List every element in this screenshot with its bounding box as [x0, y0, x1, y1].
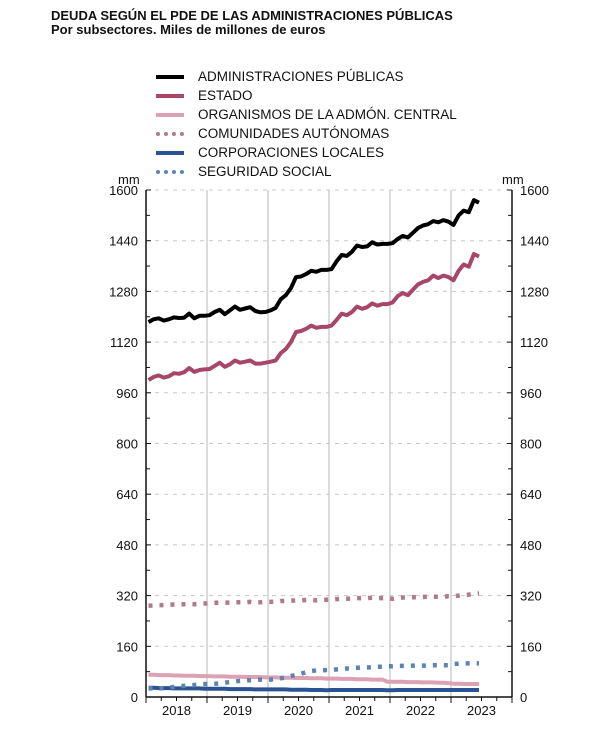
y-tick-label-left: 480: [116, 538, 138, 553]
x-tick-label-2023: 2023: [467, 703, 496, 718]
y-tick-label-left: 320: [116, 589, 138, 604]
legend-swatch: [156, 112, 184, 117]
y-tick-label-right: 1120: [520, 335, 548, 350]
x-tick-label-2021: 2021: [345, 703, 374, 718]
legend-label: ADMINISTRACIONES PÚBLICAS: [198, 69, 404, 84]
legend-label: ORGANISMOS DE LA ADMÓN. CENTRAL: [198, 107, 457, 122]
y-tick-label-right: 160: [520, 639, 542, 654]
x-tick-label-2020: 2020: [284, 703, 313, 718]
y-tick-label-right: 1280: [520, 284, 549, 299]
chart-subtitle: Por subsectores. Miles de millones de eu…: [51, 22, 326, 37]
y-tick-label-left: 1600: [109, 183, 138, 198]
y-tick-label-right: 0: [520, 690, 527, 705]
x-tick-label-2018: 2018: [162, 703, 191, 718]
y-tick-label-left: 640: [116, 487, 138, 502]
legend: ADMINISTRACIONES PÚBLICAS ESTADO ORGANISMO…: [156, 67, 457, 181]
legend-item: ORGANISMOS DE LA ADMÓN. CENTRAL: [156, 105, 457, 124]
legend-item: SEGURIDAD SOCIAL: [156, 162, 457, 181]
legend-item: ADMINISTRACIONES PÚBLICAS: [156, 67, 457, 86]
chart-title: DEUDA SEGÚN EL PDE DE LAS ADMINISTRACION…: [51, 8, 453, 23]
y-unit-right: mm: [502, 172, 524, 187]
y-tick-label-left: 960: [116, 386, 138, 401]
y-tick-label-right: 960: [520, 386, 542, 401]
series-line-seguridad-social: [148, 661, 479, 691]
y-tick-label-right: 800: [520, 437, 542, 452]
legend-swatch: [156, 150, 184, 155]
legend-swatch: [156, 93, 184, 98]
legend-label: ESTADO: [198, 88, 253, 103]
legend-swatch: [156, 169, 184, 174]
series-line-organismos-de-la-adm-n-central: [148, 672, 479, 686]
series-line-comunidades-aut-nomas: [148, 591, 480, 608]
y-tick-label-right: 640: [520, 487, 542, 502]
y-tick-label-right: 320: [520, 589, 542, 604]
y-tick-label-left: 800: [116, 437, 138, 452]
y-tick-label-right: 1600: [520, 183, 549, 198]
y-tick-label-left: 1280: [109, 284, 138, 299]
series-line-corporaciones-locales: [148, 685, 479, 693]
legend-label: COMUNIDADES AUTÓNOMAS: [198, 126, 390, 141]
y-tick-label-right: 480: [520, 538, 542, 553]
series-line-administraciones-p-blicas: [147, 198, 480, 324]
series-line-estado: [147, 252, 480, 382]
y-tick-label-right: 1440: [520, 234, 549, 249]
x-tick-label-2022: 2022: [406, 703, 435, 718]
y-tick-label-left: 0: [131, 690, 138, 705]
y-unit-left: mm: [118, 172, 140, 187]
y-tick-label-left: 1120: [110, 335, 138, 350]
y-tick-label-left: 160: [116, 639, 138, 654]
x-tick-label-2019: 2019: [223, 703, 252, 718]
legend-item: CORPORACIONES LOCALES: [156, 143, 457, 162]
legend-swatch: [156, 131, 184, 136]
legend-item: COMUNIDADES AUTÓNOMAS: [156, 124, 457, 143]
legend-swatch: [156, 74, 184, 79]
y-tick-label-left: 1440: [109, 234, 138, 249]
legend-label: CORPORACIONES LOCALES: [198, 145, 385, 160]
legend-label: SEGURIDAD SOCIAL: [198, 164, 332, 179]
legend-item: ESTADO: [156, 86, 457, 105]
